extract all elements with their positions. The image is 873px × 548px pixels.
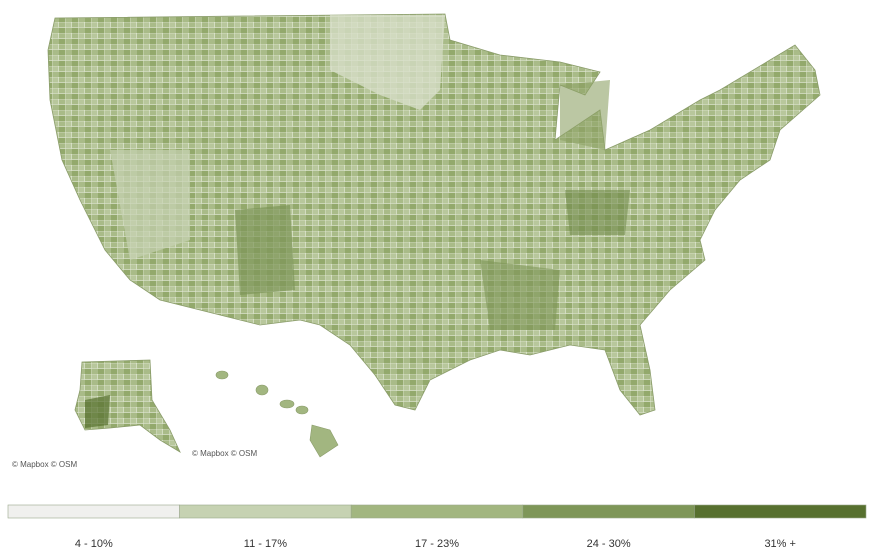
alaska: [74, 359, 181, 454]
region-shade: [560, 80, 610, 150]
hawaii: [215, 370, 339, 458]
legend-label: 11 - 17%: [244, 538, 287, 548]
region-shade: [235, 205, 295, 295]
region-shade: [85, 395, 110, 428]
region-shade: [330, 15, 445, 110]
island: [215, 370, 229, 380]
legend-label: 4 - 10%: [75, 538, 113, 548]
attribution: © Mapbox © OSM: [12, 460, 77, 469]
legend-label: 17 - 23%: [415, 538, 459, 548]
island: [309, 424, 339, 458]
region-shade: [110, 150, 190, 260]
legend-swatch: [179, 504, 352, 519]
legend-swatch: [522, 504, 695, 519]
island: [295, 405, 309, 415]
island: [255, 384, 269, 396]
land: [74, 359, 181, 454]
legend-label: 24 - 30%: [587, 538, 631, 548]
region-shade: [480, 260, 560, 330]
legend-swatch: [7, 504, 180, 519]
contiguous-us: [47, 13, 821, 416]
legend-swatch: [350, 504, 524, 519]
legend: 4 - 10% 11 - 17% 17 - 23% 24 - 30% 31% +: [7, 504, 867, 548]
region-shade: [565, 190, 630, 235]
island: [279, 399, 295, 409]
attribution: © Mapbox © OSM: [192, 449, 257, 458]
legend-label: 31% +: [764, 538, 796, 548]
legend-swatch: [694, 504, 867, 519]
